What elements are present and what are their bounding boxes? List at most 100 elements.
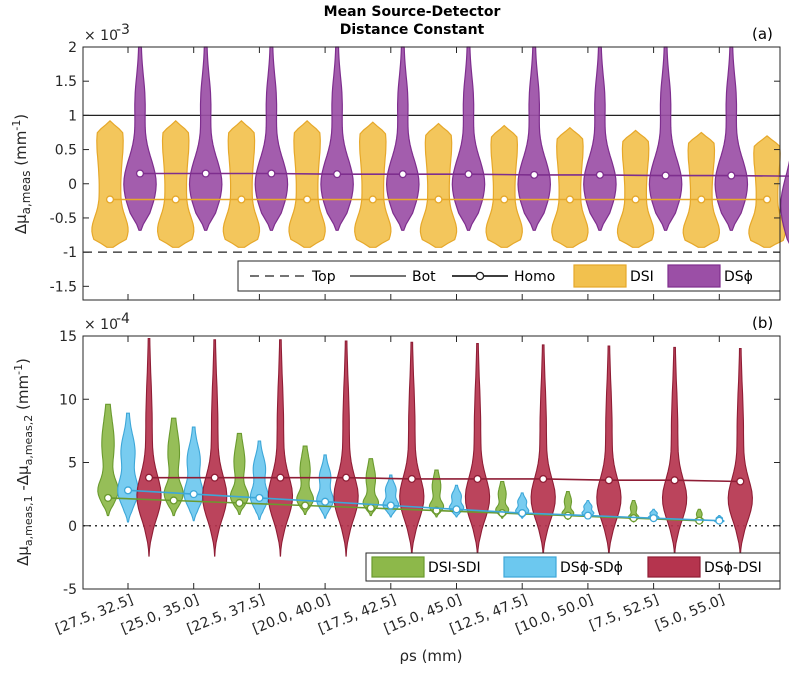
violin-dsi-2: [222, 119, 261, 248]
homo-marker-dsi-2: [237, 195, 246, 204]
homo-marker-dsphi-sdphi-3: [321, 497, 330, 506]
legend-top-label: Top: [311, 269, 336, 285]
legend-dsi-label: DSI: [630, 269, 654, 285]
homo-marker-dsphi-dsi-9: [736, 477, 745, 486]
homo-marker-dsi-7: [565, 195, 574, 204]
homo-marker-dsi-8: [631, 195, 640, 204]
xtick-label-8: [7.5, 52.5]: [587, 592, 661, 634]
homo-marker-dsphi-4: [398, 170, 407, 179]
violin-dsphi-9: [714, 46, 749, 231]
violin-dsi-1: [156, 119, 195, 248]
homo-marker-dsphi-sdphi-5: [452, 505, 461, 514]
homo-marker-dsi-sdi-4: [366, 503, 375, 513]
violin-dsi-4: [354, 121, 392, 248]
homo-marker-dsi-sdi-2: [235, 498, 244, 508]
violin-dsphi-6: [517, 46, 552, 231]
violin-dsphi-5: [451, 46, 486, 231]
homo-marker-dsi-5: [434, 195, 443, 204]
ytick-label-a: 0: [68, 177, 77, 193]
homo-marker-dsi-sdi-1: [169, 496, 178, 505]
homo-marker-dsphi-sdphi-9: [715, 516, 724, 525]
legend-dsphi-sdphi-swatch: [503, 556, 557, 578]
legend-dsphi-sdphi-label: DSϕ-SDϕ: [560, 560, 623, 576]
scale-label-a: × 10: [84, 28, 118, 44]
ytick-label-a: 0.5: [55, 143, 77, 159]
ytick-label-b: 5: [68, 456, 77, 472]
ytick-label-a: -1.5: [50, 279, 77, 295]
ylabel-b: Δμa,meas,1 -Δμa,meas,2 (mm-1): [12, 358, 35, 566]
homo-marker-dsphi-8: [661, 171, 670, 180]
violin-dsi-sdi-1: [163, 417, 184, 517]
homo-marker-dsphi-0: [135, 169, 145, 178]
homo-marker-dsphi-sdphi-6: [518, 509, 527, 518]
ytick-label-a: -1: [63, 245, 77, 261]
ytick-label-b: 10: [59, 392, 77, 408]
violin-dsi-sdi-2: [229, 432, 249, 515]
scale-exponent-a: -3: [116, 22, 130, 38]
homo-marker-dsi-3: [303, 195, 312, 204]
homo-marker-dsphi-5: [464, 170, 473, 179]
homo-marker-dsi-10: [762, 195, 772, 204]
legend-dsphi-dsi-swatch: [647, 556, 701, 578]
homo-marker-dsi-sdi-3: [301, 501, 310, 510]
ylabel-b-part: a,meas,1: [22, 495, 35, 546]
homo-line-dsphi-dsi: [149, 476, 741, 483]
homo-marker-dsphi-7: [595, 170, 604, 179]
ytick-label-a: -0.5: [50, 211, 77, 227]
ylabel-a: Δμa,meas (mm-1): [10, 114, 33, 234]
panel-a: -1.5 -1 -0.5 0 0.5 1 1.5 2 × 10-3 (a) Δμa,meas (mm…: [10, 22, 789, 301]
ylabel-b-part: ): [14, 358, 32, 364]
ylabel-a-part: Δμ: [12, 214, 30, 234]
homo-marker-dsphi-dsi-8: [670, 476, 679, 485]
panel-label-a: (a): [752, 25, 773, 43]
ylabel-b-part: a,meas,2: [22, 415, 35, 466]
homo-marker-dsi-4: [368, 195, 377, 204]
violin-dsphi-8: [648, 46, 683, 231]
homo-marker-dsphi-sdphi-2: [255, 493, 264, 502]
homo-marker-dsi-1: [171, 195, 180, 204]
homo-marker-dsphi-sdphi-0: [123, 486, 133, 495]
violin-dsphi-10: [780, 160, 789, 245]
legend-dsi-sdi-label: DSI-SDI: [428, 560, 481, 576]
scale-label-b: × 10: [84, 317, 118, 333]
ylabel-a-part: a,meas: [19, 171, 33, 215]
violin-dsi-9: [682, 131, 721, 248]
legend-dsi-swatch: [573, 264, 627, 288]
ytick-label-b: 15: [59, 329, 77, 345]
homo-marker-dsi-sdi-6: [498, 509, 507, 518]
violin-dsi-3: [288, 119, 326, 248]
violin-dsi-8: [616, 129, 655, 248]
homo-marker-dsphi-sdphi-1: [189, 490, 198, 499]
homo-marker-dsi-9: [697, 195, 706, 204]
homo-marker-dsi-0: [105, 195, 115, 204]
violin-dsphi-sdphi-2: [249, 440, 270, 520]
xtick-label-9: [5.0, 55.0]: [653, 592, 727, 634]
violin-dsi-sdi-3: [296, 445, 315, 515]
ytick-label-a: 1.5: [55, 74, 77, 90]
ylabel-a-part: (mm: [12, 131, 30, 171]
legend-homo-label: Homo: [514, 269, 555, 285]
violin-dsphi-dsi-0: [136, 337, 162, 557]
violin-dsphi-4: [385, 46, 420, 231]
homo-marker-dsphi-2: [267, 169, 276, 178]
homo-marker-dsphi-9: [727, 171, 736, 180]
violin-dsi-sdi-5: [428, 469, 445, 518]
homo-marker-dsphi-dsi-6: [539, 474, 548, 483]
violin-dsi-5: [419, 122, 458, 248]
violin-dsi-7: [551, 126, 589, 248]
ylabel-b-part: -1: [12, 364, 25, 375]
ytick-label-b: -5: [63, 582, 77, 598]
legend-bot-label: Bot: [412, 269, 436, 285]
violin-dsi-10: [748, 135, 786, 248]
ylabel-b-part: (mm: [14, 375, 32, 415]
violin-dsphi-7: [583, 46, 617, 231]
axes-box-a: [82, 46, 781, 301]
legend-dsphi-label: DSϕ: [724, 269, 753, 285]
violin-dsphi-dsi-2: [267, 339, 294, 557]
homo-marker-dsphi-dsi-4: [407, 474, 416, 483]
homo-marker-dsphi-3: [333, 170, 342, 179]
homo-marker-dsi-sdi-0: [103, 493, 113, 502]
homo-marker-dsphi-dsi-0: [144, 473, 154, 482]
legend-dsphi-swatch: [667, 264, 721, 288]
